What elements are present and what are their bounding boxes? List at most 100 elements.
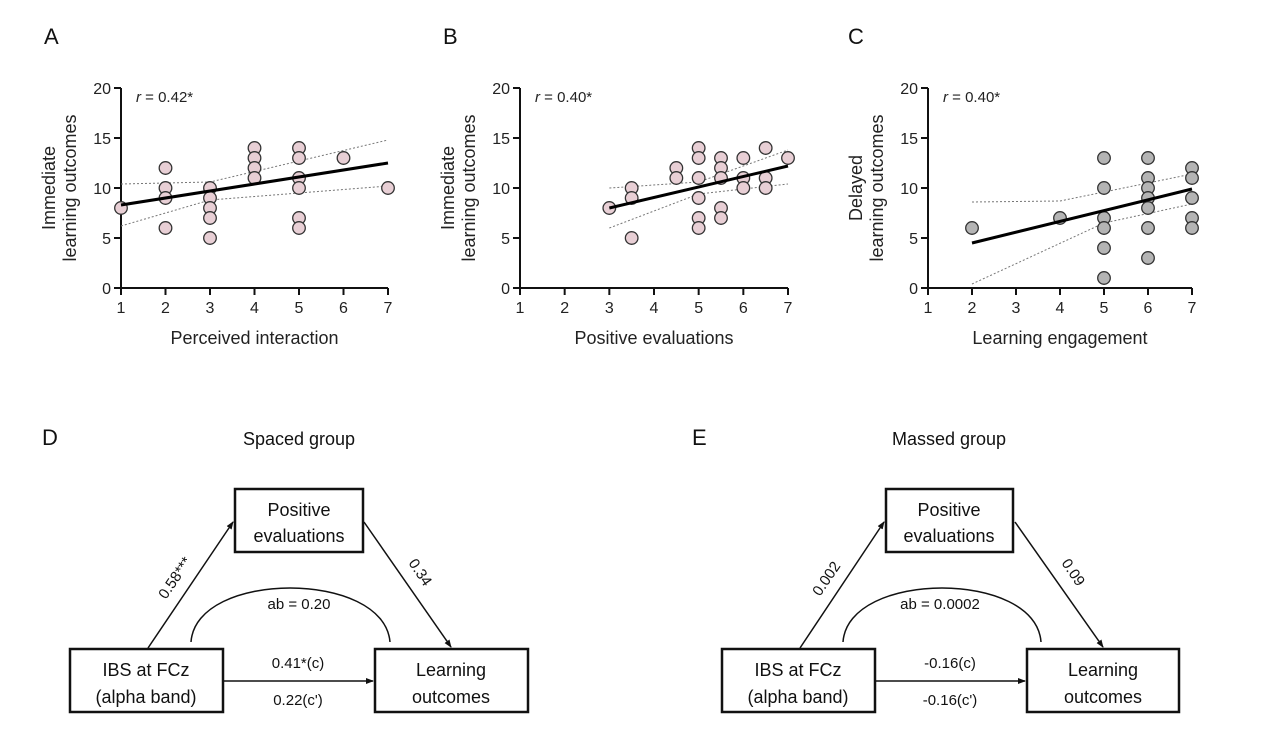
outcome-label-line2: outcomes bbox=[1064, 687, 1142, 707]
outcome-box bbox=[1025, 647, 1181, 714]
panel-label-e: E bbox=[692, 425, 707, 450]
path-a-arrow bbox=[799, 521, 885, 649]
data-point bbox=[1097, 151, 1111, 165]
outcome-label-line1: Learning bbox=[416, 660, 486, 680]
y-tick-label: 10 bbox=[492, 181, 510, 198]
y-axis-label: learning outcomes bbox=[459, 114, 479, 261]
x-tick-label: 4 bbox=[1056, 300, 1065, 317]
diagram-title: Spaced group bbox=[243, 429, 355, 449]
data-point bbox=[1141, 201, 1155, 215]
correlation-annotation: r = 0.42* bbox=[136, 89, 193, 106]
path-b-coefficient: 0.09 bbox=[1058, 556, 1088, 590]
x-tick-label: 6 bbox=[739, 300, 748, 317]
indirect-effect-label: ab = 0.0002 bbox=[900, 596, 980, 613]
y-axis-label: Immediate bbox=[438, 146, 458, 230]
y-tick-label: 0 bbox=[909, 281, 918, 298]
y-tick-label: 10 bbox=[93, 181, 111, 198]
r-symbol: r bbox=[136, 89, 142, 106]
regression-line bbox=[608, 164, 789, 210]
x-tick-label: 5 bbox=[1100, 300, 1109, 317]
outcome-box bbox=[373, 647, 530, 714]
mediator-label-line1: Positive bbox=[917, 500, 980, 520]
x-tick-label: 1 bbox=[117, 300, 126, 317]
x-tick-label: 3 bbox=[1012, 300, 1021, 317]
y-tick-label: 15 bbox=[93, 131, 111, 148]
r-value: = 0.42* bbox=[141, 89, 193, 106]
panel-label-a: A bbox=[44, 24, 59, 49]
x-tick-label: 2 bbox=[560, 300, 569, 317]
data-point bbox=[203, 211, 217, 225]
x-tick-label: 3 bbox=[605, 300, 614, 317]
predictor-box bbox=[68, 647, 225, 714]
data-point bbox=[1185, 191, 1199, 205]
data-point bbox=[1141, 251, 1155, 265]
panel-label-d: D bbox=[42, 425, 58, 450]
y-tick-label: 15 bbox=[492, 131, 510, 148]
path-c-coefficient: -0.16(c) bbox=[924, 655, 976, 672]
data-point bbox=[736, 181, 751, 195]
data-point bbox=[158, 221, 173, 235]
x-tick-label: 3 bbox=[206, 300, 215, 317]
y-tick-label: 10 bbox=[900, 181, 918, 198]
y-axis-label: learning outcomes bbox=[60, 114, 80, 261]
y-tick-label: 5 bbox=[909, 231, 918, 248]
path-b-arrow bbox=[1014, 521, 1104, 648]
y-tick-label: 15 bbox=[900, 131, 918, 148]
y-axis-label: Delayed bbox=[846, 155, 866, 221]
data-point bbox=[736, 151, 751, 165]
r-symbol: r bbox=[943, 89, 949, 106]
correlation-annotation: r = 0.40* bbox=[535, 89, 592, 106]
data-point bbox=[1185, 221, 1199, 235]
predictor-label-line1: IBS at FCz bbox=[102, 660, 189, 680]
scatter-panel-a: 0 5 10 15 20 1 2 3 4 5 6 7 Perceived interaction Imme… bbox=[39, 81, 395, 348]
data-point bbox=[336, 151, 351, 165]
y-tick-label: 5 bbox=[501, 231, 510, 248]
path-c-prime-coefficient: 0.22(c') bbox=[273, 692, 323, 709]
regression-line bbox=[120, 161, 389, 207]
y-tick-label: 0 bbox=[501, 281, 510, 298]
x-tick-label: 4 bbox=[650, 300, 659, 317]
path-b-coefficient: 0.34 bbox=[405, 556, 435, 590]
data-point bbox=[158, 161, 173, 175]
indirect-effect-arc bbox=[842, 587, 1042, 643]
path-a-coefficient: 0.002 bbox=[809, 559, 844, 600]
panel-label-c: C bbox=[848, 24, 864, 49]
data-point bbox=[292, 181, 306, 195]
mediator-box bbox=[884, 487, 1015, 554]
data-point bbox=[691, 221, 706, 235]
y-tick-label: 20 bbox=[492, 81, 510, 98]
data-point bbox=[1141, 221, 1155, 235]
x-axis-label: Learning engagement bbox=[972, 328, 1147, 348]
predictor-box bbox=[720, 647, 877, 714]
predictor-label-line1: IBS at FCz bbox=[754, 660, 841, 680]
scatter-panel-b: 0 5 10 15 20 1 2 3 4 5 6 7 Positive evaluations Immed… bbox=[438, 81, 795, 348]
y-axis-label: learning outcomes bbox=[867, 114, 887, 261]
x-tick-label: 2 bbox=[161, 300, 170, 317]
data-point bbox=[691, 191, 706, 205]
path-c-coefficient: 0.41*(c) bbox=[272, 655, 325, 672]
x-tick-label: 7 bbox=[384, 300, 393, 317]
data-point bbox=[1097, 241, 1111, 255]
path-b-arrow bbox=[363, 521, 452, 648]
x-tick-label: 6 bbox=[339, 300, 348, 317]
x-axis-label: Perceived interaction bbox=[170, 328, 338, 348]
r-value: = 0.40* bbox=[948, 89, 1000, 106]
data-point bbox=[758, 141, 773, 155]
y-tick-label: 20 bbox=[93, 81, 111, 98]
data-point bbox=[965, 221, 979, 235]
path-a-coefficient: 0.58*** bbox=[155, 554, 195, 602]
correlation-annotation: r = 0.40* bbox=[943, 89, 1000, 106]
y-tick-label: 20 bbox=[900, 81, 918, 98]
x-tick-label: 6 bbox=[1144, 300, 1153, 317]
data-point bbox=[292, 221, 306, 235]
mediator-label-line2: evaluations bbox=[253, 526, 344, 546]
data-point bbox=[292, 151, 306, 165]
data-point bbox=[691, 151, 706, 165]
mediator-box bbox=[233, 487, 365, 554]
data-point bbox=[1141, 151, 1155, 165]
y-tick-label: 5 bbox=[102, 231, 111, 248]
data-point bbox=[203, 231, 217, 245]
r-value: = 0.40* bbox=[540, 89, 592, 106]
scatter-panel-c: 0 5 10 15 20 1 2 3 4 5 6 7 Learning engagement Delaye… bbox=[846, 81, 1199, 348]
